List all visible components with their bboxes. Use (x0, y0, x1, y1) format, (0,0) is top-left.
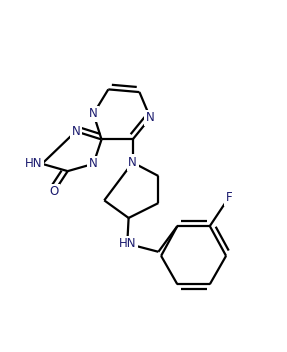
Text: O: O (50, 185, 59, 198)
Text: HN: HN (119, 237, 136, 250)
Text: N: N (128, 156, 137, 169)
Text: N: N (146, 111, 155, 124)
Text: N: N (89, 107, 98, 120)
Text: N: N (71, 125, 80, 138)
Text: HN: HN (24, 157, 42, 170)
Text: N: N (89, 157, 98, 170)
Text: F: F (226, 191, 232, 204)
